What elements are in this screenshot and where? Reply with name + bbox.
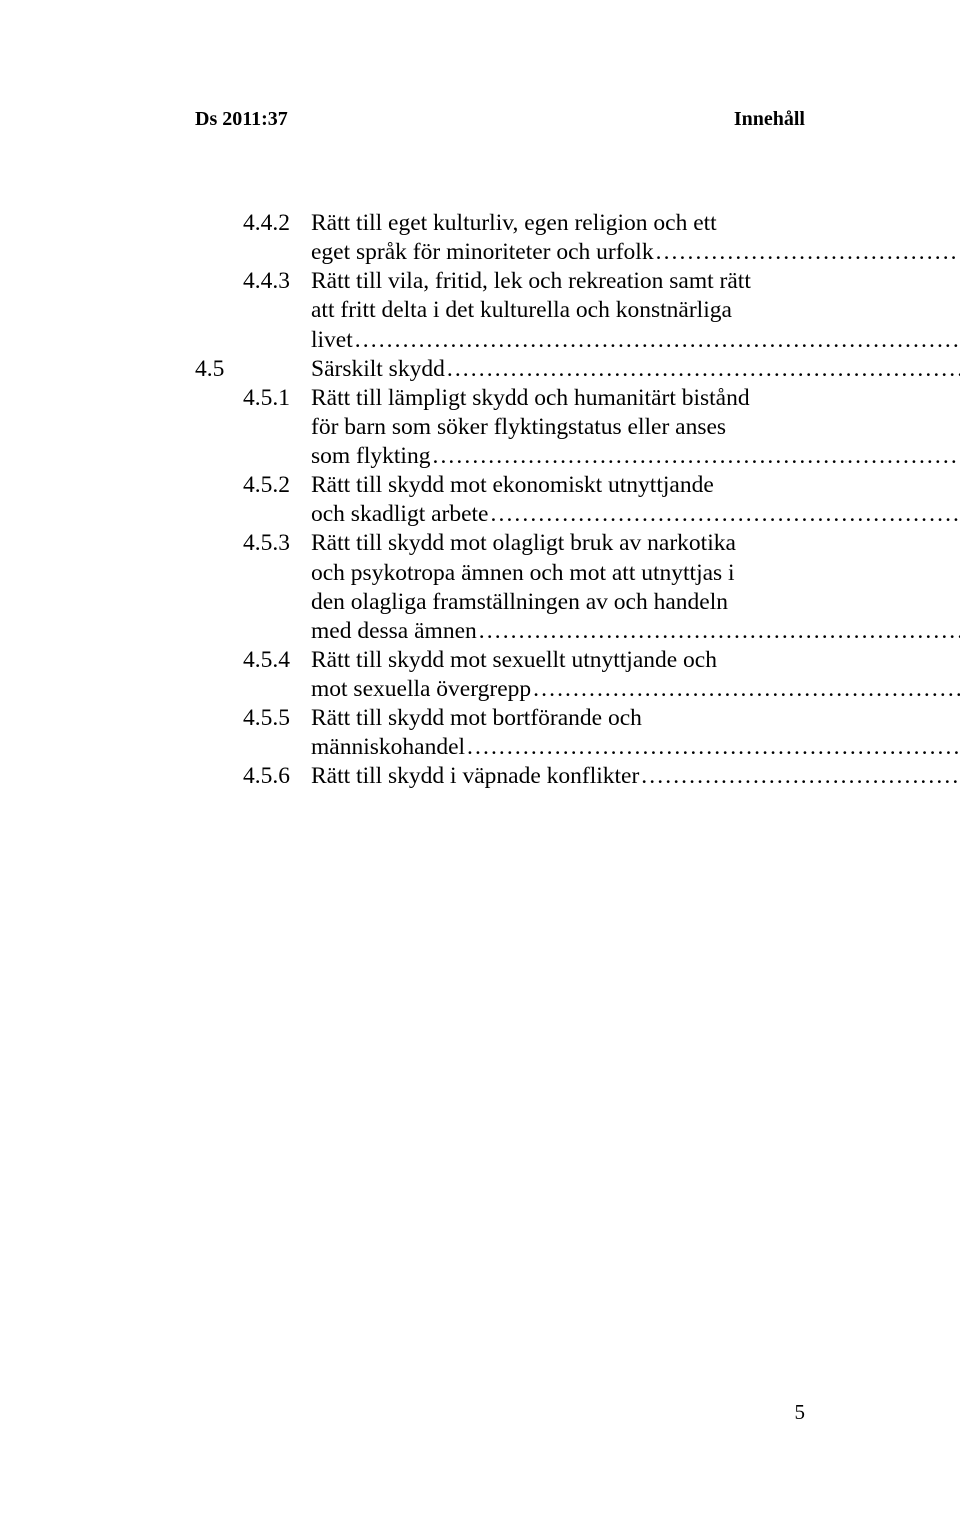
toc-leader xyxy=(445,355,960,384)
toc-subsection-number: 4.4.3 xyxy=(243,267,311,296)
toc-entry-body: Rätt till skydd i väpnade konflikter145 xyxy=(311,762,960,791)
toc-row: 4.5.2Rätt till skydd mot ekonomiskt utny… xyxy=(195,471,805,529)
toc-line: den olagliga framställningen av och hand… xyxy=(311,588,960,617)
toc-leader xyxy=(639,762,960,791)
toc-line-text: Rätt till eget kulturliv, egen religion … xyxy=(311,209,717,238)
toc-subsection-number: 4.5.2 xyxy=(243,471,311,500)
running-header: Ds 2011:37 Innehåll xyxy=(195,108,805,131)
toc-subsection-number: 4.5.3 xyxy=(243,529,311,558)
toc-line: livet126 xyxy=(311,326,960,355)
toc-line: mot sexuella övergrepp138 xyxy=(311,675,960,704)
toc-line-text: och psykotropa ämnen och mot att utnyttj… xyxy=(311,559,735,588)
toc-leader xyxy=(477,617,960,646)
toc-row: 4.5.4Rätt till skydd mot sexuellt utnytt… xyxy=(195,646,805,704)
toc-line: Rätt till skydd mot ekonomiskt utnyttjan… xyxy=(311,471,960,500)
toc-entry-body: Särskilt skydd128 xyxy=(311,355,960,384)
toc-line: eget språk för minoriteter och urfolk121 xyxy=(311,238,960,267)
toc-leader xyxy=(654,238,960,267)
toc-line: Rätt till vila, fritid, lek och rekreati… xyxy=(311,267,960,296)
toc-entry-body: Rätt till skydd mot sexuellt utnyttjande… xyxy=(311,646,960,704)
toc-line-text: eget språk för minoriteter och urfolk xyxy=(311,238,654,267)
toc-line-text: och skadligt arbete xyxy=(311,500,489,529)
toc-line: Rätt till skydd mot bortförande och xyxy=(311,704,960,733)
toc-line: för barn som söker flyktingstatus eller … xyxy=(311,413,960,442)
toc-subsection-number: 4.5.6 xyxy=(243,762,311,791)
toc-row: 4.5.1Rätt till lämpligt skydd och humani… xyxy=(195,384,805,471)
toc-line: Rätt till skydd i väpnade konflikter145 xyxy=(311,762,960,791)
toc-leader xyxy=(531,675,960,704)
toc-row: 4.5.6Rätt till skydd i väpnade konflikte… xyxy=(195,762,805,791)
toc-row: 4.5.5Rätt till skydd mot bortförande och… xyxy=(195,704,805,762)
toc-line-text: med dessa ämnen xyxy=(311,617,477,646)
toc-line: Rätt till skydd mot olagligt bruk av nar… xyxy=(311,529,960,558)
toc-leader xyxy=(353,326,960,355)
toc-row: 4.4.2Rätt till eget kulturliv, egen reli… xyxy=(195,209,805,267)
toc-row: 4.5.3Rätt till skydd mot olagligt bruk a… xyxy=(195,529,805,646)
toc-entry-body: Rätt till vila, fritid, lek och rekreati… xyxy=(311,267,960,354)
toc-line-text: Särskilt skydd xyxy=(311,355,445,384)
toc-line: människohandel142 xyxy=(311,733,960,762)
toc-line-text: Rätt till skydd mot sexuellt utnyttjande… xyxy=(311,646,717,675)
toc-subsection-number: 4.5.4 xyxy=(243,646,311,675)
header-left: Ds 2011:37 xyxy=(195,108,288,131)
toc-leader xyxy=(430,442,960,471)
toc-entry-body: Rätt till skydd mot olagligt bruk av nar… xyxy=(311,529,960,646)
toc-entry-body: Rätt till lämpligt skydd och humanitärt … xyxy=(311,384,960,471)
toc-row: 4.4.3Rätt till vila, fritid, lek och rek… xyxy=(195,267,805,354)
toc-line-text: Rätt till skydd mot bortförande och xyxy=(311,704,642,733)
toc-line-text: livet xyxy=(311,326,353,355)
toc-line-text: Rätt till skydd mot olagligt bruk av nar… xyxy=(311,529,736,558)
toc-line: att fritt delta i det kulturella och kon… xyxy=(311,296,960,325)
toc-subsection-number: 4.5.5 xyxy=(243,704,311,733)
toc-line-text: att fritt delta i det kulturella och kon… xyxy=(311,296,732,325)
toc-leader xyxy=(489,500,960,529)
toc-section-number: 4.5 xyxy=(195,355,243,384)
toc-line: som flykting128 xyxy=(311,442,960,471)
toc-line: Rätt till lämpligt skydd och humanitärt … xyxy=(311,384,960,413)
toc-line: och psykotropa ämnen och mot att utnyttj… xyxy=(311,559,960,588)
toc-entry-body: Rätt till eget kulturliv, egen religion … xyxy=(311,209,960,267)
toc-subsection-number: 4.5.1 xyxy=(243,384,311,413)
header-right: Innehåll xyxy=(734,108,805,131)
page-number: 5 xyxy=(795,1400,806,1425)
toc-row: 4.5Särskilt skydd128 xyxy=(195,355,805,384)
toc-entry-body: Rätt till skydd mot bortförande ochmänni… xyxy=(311,704,960,762)
toc-line-text: den olagliga framställningen av och hand… xyxy=(311,588,728,617)
toc-subsection-number: 4.4.2 xyxy=(243,209,311,238)
toc-line-text: mot sexuella övergrepp xyxy=(311,675,531,704)
toc-line: Rätt till eget kulturliv, egen religion … xyxy=(311,209,960,238)
toc-entry-body: Rätt till skydd mot ekonomiskt utnyttjan… xyxy=(311,471,960,529)
toc-line-text: Rätt till vila, fritid, lek och rekreati… xyxy=(311,267,751,296)
page: Ds 2011:37 Innehåll 4.4.2Rätt till eget … xyxy=(0,0,960,1525)
toc-line-text: Rätt till skydd i väpnade konflikter xyxy=(311,762,639,791)
toc-line: Särskilt skydd128 xyxy=(311,355,960,384)
toc-leader xyxy=(465,733,960,762)
toc-line: och skadligt arbete132 xyxy=(311,500,960,529)
toc-line-text: för barn som söker flyktingstatus eller … xyxy=(311,413,726,442)
toc-line: Rätt till skydd mot sexuellt utnyttjande… xyxy=(311,646,960,675)
toc-line-text: Rätt till skydd mot ekonomiskt utnyttjan… xyxy=(311,471,714,500)
table-of-contents: 4.4.2Rätt till eget kulturliv, egen reli… xyxy=(195,209,805,792)
toc-line-text: människohandel xyxy=(311,733,465,762)
toc-line-text: som flykting xyxy=(311,442,430,471)
toc-line-text: Rätt till lämpligt skydd och humanitärt … xyxy=(311,384,750,413)
toc-line: med dessa ämnen135 xyxy=(311,617,960,646)
